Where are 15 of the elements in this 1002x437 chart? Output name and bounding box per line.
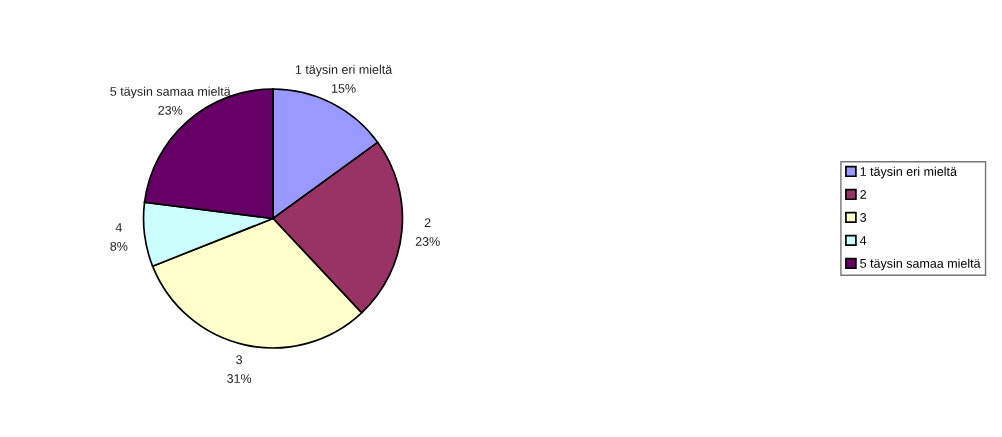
- legend-label: 1 täysin eri mieltä: [860, 166, 957, 179]
- data-label: 23%: [415, 237, 440, 246]
- slice-label: 4: [115, 223, 122, 232]
- slice-label: 1 täysin eri mieltä: [295, 64, 393, 77]
- data-label: 23%: [158, 105, 183, 115]
- legend-label: 3: [860, 213, 867, 222]
- slice-label: 2: [424, 218, 431, 227]
- data-label: 31%: [227, 374, 252, 383]
- legend-label: 2: [860, 190, 866, 199]
- slice-label: 3: [236, 355, 243, 365]
- slice-label: 5 täysin samaa mieltä: [110, 86, 231, 99]
- data-label: 15%: [331, 84, 356, 93]
- data-label: 8%: [110, 241, 128, 251]
- legend-label: 4: [859, 236, 867, 245]
- legend-label: 5 täysin samaa mieltä: [860, 258, 981, 271]
